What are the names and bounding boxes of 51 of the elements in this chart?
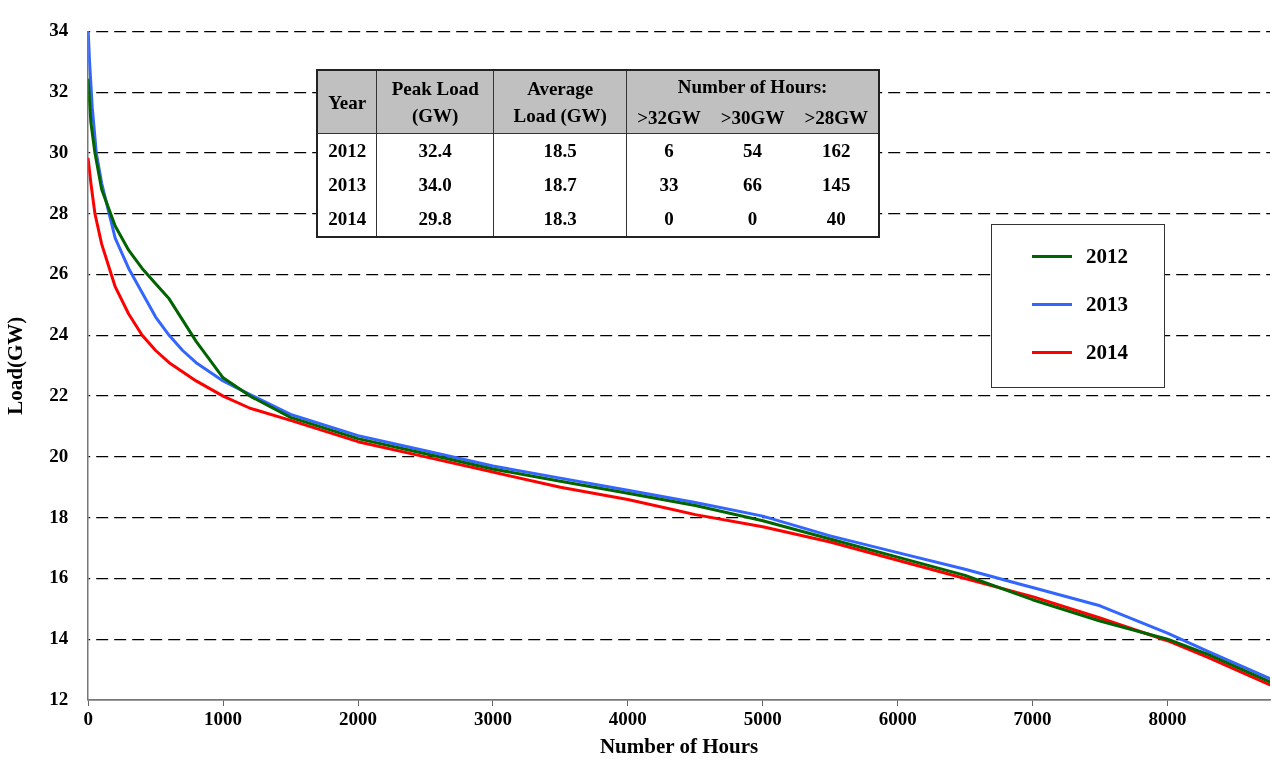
annotation: 162 — [820, 139, 852, 164]
x-tick-label: 4000 — [608, 708, 647, 730]
annotation: 6 — [626, 133, 711, 169]
x-axis-title: Number of Hours — [599, 733, 759, 758]
annotation: Average Load (GW) — [493, 70, 627, 134]
legend-label: 2013 — [1086, 292, 1128, 318]
x-tick-label: 5000 — [743, 708, 782, 730]
y-tick-label: 20 — [49, 444, 69, 466]
annotation: 0 — [626, 202, 711, 238]
annotation: 32.4 — [376, 133, 494, 169]
x-tick-label: 3000 — [473, 708, 512, 730]
annotation: 2012 — [327, 139, 368, 164]
x-tick-label: 8000 — [1148, 708, 1187, 730]
y-tick-label: 34 — [49, 19, 69, 41]
annotation: 33 — [626, 168, 711, 203]
y-tick-label: 18 — [49, 505, 69, 527]
x-tick-label: 0 — [83, 708, 93, 730]
annotation: 18.3 — [493, 202, 627, 238]
annotation: 29.8 — [376, 202, 494, 238]
legend-label: 2014 — [1086, 340, 1128, 366]
annotation: Peak Load (GW) — [376, 70, 494, 134]
annotation: 66 — [742, 173, 764, 198]
annotation: 18.7 — [493, 168, 627, 203]
y-tick-label: 26 — [49, 262, 69, 284]
annotation: 40 — [825, 207, 847, 232]
annotation: 145 — [820, 173, 852, 198]
x-tick-label: 7000 — [1013, 708, 1052, 730]
annotation: 2014 — [327, 207, 368, 232]
annotation: 0 — [746, 207, 759, 232]
y-tick-label: 32 — [49, 80, 69, 102]
y-tick-label: 22 — [49, 384, 69, 405]
annotation: >32GW — [626, 102, 711, 134]
x-tick-label: 6000 — [878, 708, 917, 730]
annotation: >28GW — [794, 102, 880, 134]
y-tick-label: 16 — [49, 566, 69, 588]
y-tick-label: 24 — [49, 323, 69, 345]
y-axis-title: Load(GW) — [3, 316, 28, 415]
y-tick-label: 28 — [49, 201, 69, 223]
y-tick-label: 14 — [49, 627, 69, 649]
x-tick-label: 1000 — [204, 708, 243, 730]
annotation: 18.5 — [493, 133, 627, 169]
y-tick-label: 12 — [49, 687, 69, 709]
annotation: 2013 — [327, 173, 368, 198]
annotation: 54 — [742, 139, 764, 164]
legend-label: 2012 — [1086, 244, 1128, 270]
y-tick-label: 30 — [49, 140, 69, 162]
x-tick-label: 2000 — [339, 708, 378, 730]
annotation: Number of Hours: — [626, 70, 880, 103]
annotation: 34.0 — [376, 168, 494, 203]
annotation: Year — [317, 70, 377, 134]
annotation: >30GW — [710, 102, 795, 134]
